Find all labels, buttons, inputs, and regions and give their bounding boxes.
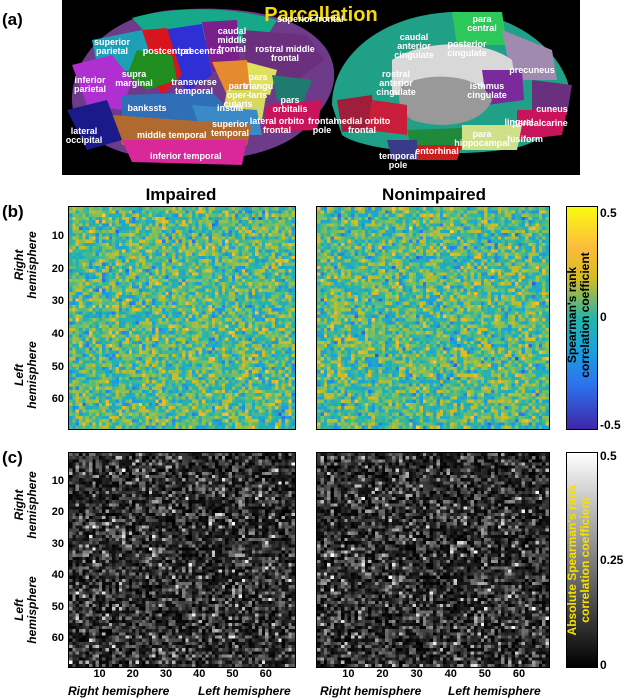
matrix-b-nonimpaired <box>316 206 550 430</box>
colorbar-c-tick-2: 0 <box>600 658 607 672</box>
matrix-b-impaired <box>68 206 296 430</box>
x-tick-nonimpaired-50: 50 <box>478 668 491 680</box>
colorbar-c-label: Absolute Spearman's rank correlation coe… <box>565 484 592 636</box>
x-tick-impaired-30: 30 <box>159 668 173 680</box>
y-tick-c-20: 20 <box>51 506 64 519</box>
x-label-left-impaired: Left hemisphere <box>198 684 291 698</box>
label-frontal-pole: frontal pole <box>308 116 336 135</box>
colorbar-b <box>566 206 598 430</box>
label-insula: insula <box>216 103 243 113</box>
row-label-left-c: Left hemisphere <box>12 576 39 644</box>
label-pars-triangularis: pars triangu laris <box>242 72 274 100</box>
label-isthmus-cingulate: isthmus cingulate <box>467 81 507 100</box>
column-title-impaired: Impaired <box>145 185 217 204</box>
label-caudal-anterior-cingulate: caudal anterior cingulate <box>394 32 434 60</box>
label-superior-temporal: superior temporal <box>210 119 249 138</box>
row-label-left-b: Left hemisphere <box>12 341 39 409</box>
brain-surfaces <box>67 8 572 165</box>
y-tick-c-50: 50 <box>51 600 64 613</box>
label-middle-temporal: middle temporal <box>137 130 207 140</box>
colorbar-b-tick-2: -0.5 <box>600 418 621 432</box>
label-precentral: precentral <box>180 46 224 56</box>
y-tick-c-60: 60 <box>51 632 64 645</box>
label-medial-orbitofrontal: medial orbito frontal <box>333 116 391 135</box>
x-label-right-impaired: Right hemisphere <box>68 684 170 698</box>
x-tick-nonimpaired-40: 40 <box>444 668 457 680</box>
x-tick-impaired-50: 50 <box>226 668 239 680</box>
label-paracentral: para central <box>467 14 497 33</box>
x-tick-nonimpaired-10: 10 <box>342 668 355 680</box>
label-posterior-cingulate: posterior cingulate <box>447 39 487 58</box>
y-tick-b-60: 60 <box>51 393 64 406</box>
row-label-right-c: Right hemisphere <box>12 471 39 539</box>
lateral-brain-view <box>67 8 335 165</box>
x-label-right-nonimpaired: Right hemisphere <box>320 684 422 698</box>
label-entorhinal: entorhinal <box>415 146 459 156</box>
label-inferior-parietal: inferior parietal <box>73 75 106 94</box>
y-tick-b-50: 50 <box>51 360 64 373</box>
y-tick-c-10: 10 <box>51 474 64 487</box>
colorbar-b-label: Spearman's rank correlation coefficient <box>565 252 592 378</box>
colorbar-c <box>566 452 598 668</box>
row-label-right-b: Right hemisphere <box>12 231 39 299</box>
x-tick-nonimpaired-20: 20 <box>376 668 389 680</box>
label-temporal-pole: temporal pole <box>378 151 417 170</box>
x-tick-impaired-60: 60 <box>259 668 272 680</box>
label-pars-orbitalis: pars orbitalis <box>272 95 308 114</box>
label-lateral-orbitofrontal: lateral orbito frontal <box>249 116 305 135</box>
colorbar-c-tick-0: 0.5 <box>600 449 617 463</box>
x-tick-impaired-40: 40 <box>193 668 206 680</box>
matrix-c-impaired <box>68 452 296 668</box>
label-transverse-temporal: transverse temporal <box>171 77 217 96</box>
panel-label-c: (c) <box>2 448 23 467</box>
x-tick-impaired-20: 20 <box>126 668 139 680</box>
colorbar-b-tick-1: 0 <box>600 310 607 324</box>
y-tick-b-40: 40 <box>51 327 64 340</box>
parcellation-title: Parcellation <box>264 4 378 26</box>
label-rostral-middle-frontal: rostral middle frontal <box>255 44 315 63</box>
label-pericalcarine: pericalcarine <box>512 118 568 128</box>
label-cuneus: cuneus <box>536 104 568 114</box>
label-rostral-anterior-cingulate: rostral anterior cingulate <box>376 69 416 97</box>
y-tick-b-20: 20 <box>51 262 64 275</box>
label-fusiform: fusiform <box>507 134 543 144</box>
panel-label-a: (a) <box>2 10 23 29</box>
label-inferior-temporal: inferior temporal <box>150 151 222 161</box>
label-precuneus: precuneus <box>509 65 555 75</box>
y-tick-b-30: 30 <box>51 295 64 308</box>
x-label-left-nonimpaired: Left hemisphere <box>448 684 541 698</box>
colorbar-c-tick-1: 0.25 <box>600 553 624 567</box>
label-parahippocampal: para hippocampal <box>454 129 510 148</box>
x-tick-impaired-10: 10 <box>93 668 106 680</box>
y-tick-b-10: 10 <box>51 230 64 242</box>
medial-brain-view <box>332 11 572 160</box>
label-bankssts: bankssts <box>127 103 167 113</box>
column-title-nonimpaired: Nonimpaired <box>382 185 486 204</box>
label-postcentral: postcentral <box>142 46 192 56</box>
panel-label-b: (b) <box>2 202 24 221</box>
label-pars-opercularis: pars oper- cularis <box>223 81 253 109</box>
y-tick-c-40: 40 <box>51 569 64 582</box>
matrix-c-nonimpaired <box>316 452 550 668</box>
label-superior-parietal: superior parietal <box>93 37 130 56</box>
label-caudal-middle-frontal: caudal middle frontal <box>217 26 247 54</box>
parcellation-figure: Parcellation superior frontal caudal midd… <box>62 0 580 175</box>
colorbar-b-tick-0: 0.5 <box>600 206 617 220</box>
label-lingual: lingual <box>504 117 534 127</box>
x-tick-nonimpaired-30: 30 <box>410 668 423 680</box>
label-supramarginal: supra marginal <box>115 69 153 88</box>
x-tick-nonimpaired-60: 60 <box>512 668 526 680</box>
y-tick-c-30: 30 <box>51 537 64 550</box>
label-superior-frontal: superior frontal <box>277 14 344 24</box>
label-lateral-occipital: lateral occipital <box>65 126 103 145</box>
